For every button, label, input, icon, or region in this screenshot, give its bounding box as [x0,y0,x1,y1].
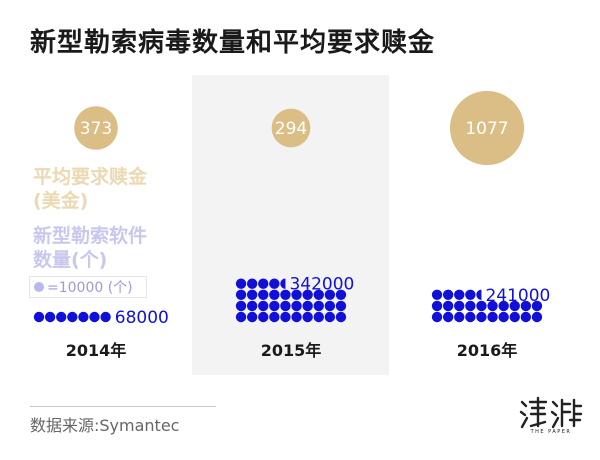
the-paper-logo: THE PAPER [519,396,583,434]
count-dot [476,311,487,323]
count-dot-partial [280,278,286,289]
count-dot [258,300,269,312]
ransom-bubble [74,106,118,150]
count-dot [269,300,280,312]
count-dot [487,300,498,312]
count-dot [44,311,56,323]
count-dot [454,311,465,323]
dot-unit-text: =10000 (个) [47,280,133,296]
page-title: 新型勒索病毒数量和平均要求赎金 [30,28,436,58]
count-dot [258,289,269,300]
count-dot [313,300,324,312]
count-dot [454,289,465,300]
category-label: 2015年 [261,341,322,360]
count-dot [302,311,313,323]
dot-unit-icon [34,282,44,292]
count-dot [235,311,247,323]
count-dot [280,311,291,323]
count-value-label: 342000 [289,275,354,295]
count-dot [291,289,302,300]
legend-count-unit: 数量(个) [33,249,108,271]
category-label: 2016年 [457,341,518,360]
count-dot [520,311,532,323]
count-dot [431,311,443,323]
count-dot [269,289,280,300]
svg-text:THE PAPER: THE PAPER [530,429,572,434]
count-dot [313,289,324,300]
count-dot [454,300,465,312]
count-dot [531,311,543,323]
count-dot [78,311,89,323]
ransom-value-label: 294 [275,119,307,139]
count-dot [324,300,336,312]
count-dot [235,289,247,300]
ransom-bubble [271,108,311,148]
count-dot [89,311,100,323]
source-divider [30,406,216,407]
count-dot [258,278,269,289]
count-dot [520,300,532,312]
count-dot-partial [476,289,482,300]
count-dot [442,300,454,312]
legend-count: 新型勒索软件 数量(个) [33,224,147,272]
count-dot [291,311,302,323]
ransom-bubble [449,90,525,166]
count-dot [324,311,336,323]
count-dot [280,300,291,312]
count-dot [442,311,454,323]
count-dot [476,300,487,312]
count-dot [442,289,454,300]
legend-count-label: 新型勒索软件 [33,225,148,247]
count-dot [465,289,476,300]
source-note: 数据来源:Symantec [30,416,180,435]
count-dot [246,311,258,323]
count-dot [509,311,520,323]
legend-ransom: 平均要求赎金 (美金) [33,165,147,213]
count-dot [465,300,476,312]
count-dot [235,278,247,289]
count-dot [67,311,78,323]
count-dot [246,300,258,312]
legend-ransom-unit: (美金) [33,190,89,212]
count-dot [509,300,520,312]
count-dot [56,311,67,323]
count-dot [280,289,291,300]
category-label: 2014年 [66,341,127,360]
count-dot [291,300,302,312]
count-value-label: 68000 [115,308,169,328]
count-dot [258,311,269,323]
ransom-value-label: 1077 [465,119,508,139]
count-dot [335,300,347,312]
count-dot [498,311,509,323]
count-dot [246,289,258,300]
count-dot [302,300,313,312]
count-dot [335,289,347,300]
count-dot [498,300,509,312]
count-dot [431,300,443,312]
count-dot [100,311,111,323]
count-dot [313,311,324,323]
count-dot [235,300,247,312]
count-value-label: 241000 [485,286,550,306]
count-dot [431,289,443,300]
count-dot [465,311,476,323]
count-dot [33,311,45,323]
count-dot [335,311,347,323]
count-dot [269,278,280,289]
count-dot [531,300,543,312]
count-dot [324,289,336,300]
ransom-value-label: 373 [80,119,112,139]
count-dot [302,289,313,300]
count-dot [246,278,258,289]
count-dot [269,311,280,323]
dot-unit-legend: =10000 (个) [29,276,147,298]
count-dot [487,311,498,323]
legend-ransom-label: 平均要求赎金 [33,166,148,188]
